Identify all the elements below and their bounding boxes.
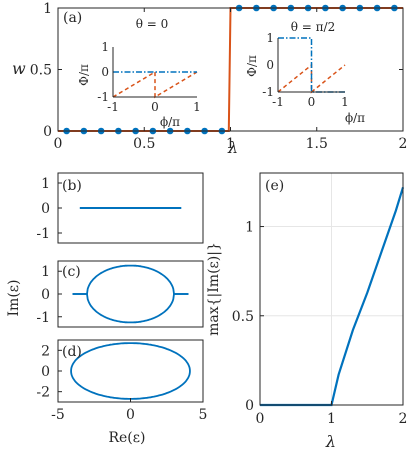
inset1-xtick-label: 0: [151, 100, 159, 114]
panel-a-xtick-label: 0: [54, 136, 63, 152]
panel-a-xtick-label: 1.5: [306, 136, 328, 152]
panel-e-ylabel: max{|Im(ε)|}: [206, 242, 222, 336]
panel-e: (e) 0 1 2 0 0.5 1 max{|Im(ε)|} λ: [206, 172, 408, 451]
inset2-xlabel: ϕ/π: [345, 111, 365, 125]
panel-e-plot: [260, 173, 405, 407]
inset2-ticks: -1-1 0 0 1 1: [262, 31, 349, 109]
panel-c-lower-branch: [72, 293, 189, 324]
panel-a-xtick-label: 2: [399, 136, 408, 152]
panel-b-label: (b): [62, 178, 82, 194]
panel-c-ytick-label: 1: [41, 264, 50, 280]
inset2-ytick-label: -1: [262, 85, 274, 99]
panel-c-upper-branch: [72, 264, 189, 295]
inset1-ticks: -1-1 0 0 1 1: [97, 40, 201, 114]
panel-e-xlabel: λ: [325, 432, 336, 451]
panel-a-ticks: 0 0.5 1 1.5 2 0 0.5 1: [30, 1, 408, 152]
panel-d-ytick-label: 2: [41, 343, 50, 359]
panel-b-ticks: 1 0 -1: [36, 176, 62, 242]
panel-d-ticks: -5 0 5 2 0 -2: [36, 343, 207, 423]
inset1-ylabel: Φ/π: [77, 64, 91, 86]
inset1-background: [106, 33, 198, 98]
panel-e-xtick-label: 0: [256, 411, 265, 427]
panel-d-ytick-label: 0: [41, 364, 50, 380]
panel-c-ytick-label: -1: [36, 310, 50, 326]
inset1-ytick-label: -1: [97, 90, 109, 104]
panel-a-xtick-label: 0.5: [133, 136, 155, 152]
inset2-title: θ = π/2: [291, 20, 335, 34]
panel-a-label: (a): [63, 10, 82, 26]
panel-b-ytick-label: -1: [36, 226, 50, 242]
inset-theta-0: θ = 0 -1-1 0 0 1 1 Φ/π ϕ/π: [77, 17, 201, 129]
inset-theta-pi-2: θ = π/2 -1-1 0 0 1 1 Φ/π ϕ/π: [245, 20, 365, 125]
panel-e-xtick-label: 2: [399, 411, 408, 427]
panel-c-label: (c): [62, 264, 81, 280]
panel-a-ytick-label: 1: [43, 1, 52, 17]
panel-b-ytick-label: 0: [41, 201, 50, 217]
inset2-ytick-label: 1: [266, 31, 274, 45]
panel-a-xtick-label: 1: [226, 136, 235, 152]
panel-d-xtick-label: -5: [51, 407, 65, 423]
panel-c-ticks: 1 0 -1: [36, 264, 62, 326]
panel-d-xlabel: Re(ε): [108, 430, 145, 446]
inset1-ytick-label: 1: [101, 40, 109, 54]
panel-c: (c) 1 0 -1: [36, 260, 204, 328]
panel-d-label: (d): [62, 344, 82, 360]
panel-d-ellipse: [70, 342, 191, 400]
panel-a-xlabel: λ: [227, 138, 238, 157]
panel-c-ytick-label: 0: [41, 287, 50, 303]
panel-e-ytick-label: 0: [245, 398, 254, 414]
panel-e-xtick-label: 1: [327, 411, 336, 427]
panel-d-plot: [70, 342, 191, 400]
inset2-xtick-label: 1: [341, 95, 349, 109]
panel-e-ticks: 0 1 2 0 0.5 1: [232, 220, 408, 427]
inset1-ytick-label: 0: [101, 65, 109, 79]
panel-e-ytick-label: 1: [245, 220, 254, 236]
panel-a-ytick-label: 0: [43, 124, 52, 140]
panel-c-plot: [72, 264, 189, 324]
panels-bcd-ylabel: Im(ε): [6, 280, 22, 317]
panel-a: (a) 0 0.5 1 1.5 2 0 0.5 1 w λ: [12, 1, 407, 157]
inset2-ytick-label: 0: [266, 58, 274, 72]
inset1-orange-dashed: [112, 70, 198, 99]
panel-d: (d) -5 0 5 2 0 -2 Re(ε): [36, 339, 207, 446]
panel-e-ytick-label: 0.5: [232, 309, 254, 325]
panel-b-ytick-label: 1: [41, 176, 50, 192]
panel-d-ytick-label: -2: [36, 385, 50, 401]
inset2-xtick-label: -1: [272, 95, 284, 109]
inset2-xtick-label: 0: [308, 95, 316, 109]
panel-e-label: (e): [265, 178, 284, 194]
panel-a-ytick-label: 0.5: [30, 63, 52, 79]
panel-d-xtick-label: 5: [199, 407, 208, 423]
panel-d-xtick-label: 0: [126, 407, 135, 423]
inset1-title: θ = 0: [136, 17, 169, 31]
panel-e-line: [260, 186, 405, 407]
panel-a-ylabel: w: [12, 59, 26, 78]
inset1-xtick-label: 1: [193, 100, 201, 114]
inset1-plot: [112, 70, 198, 99]
panel-b: (b) 1 0 -1: [36, 172, 204, 244]
inset2-ylabel: Φ/π: [245, 55, 259, 77]
inset1-xlabel: ϕ/π: [160, 115, 180, 129]
inset1-xtick-label: -1: [107, 100, 119, 114]
